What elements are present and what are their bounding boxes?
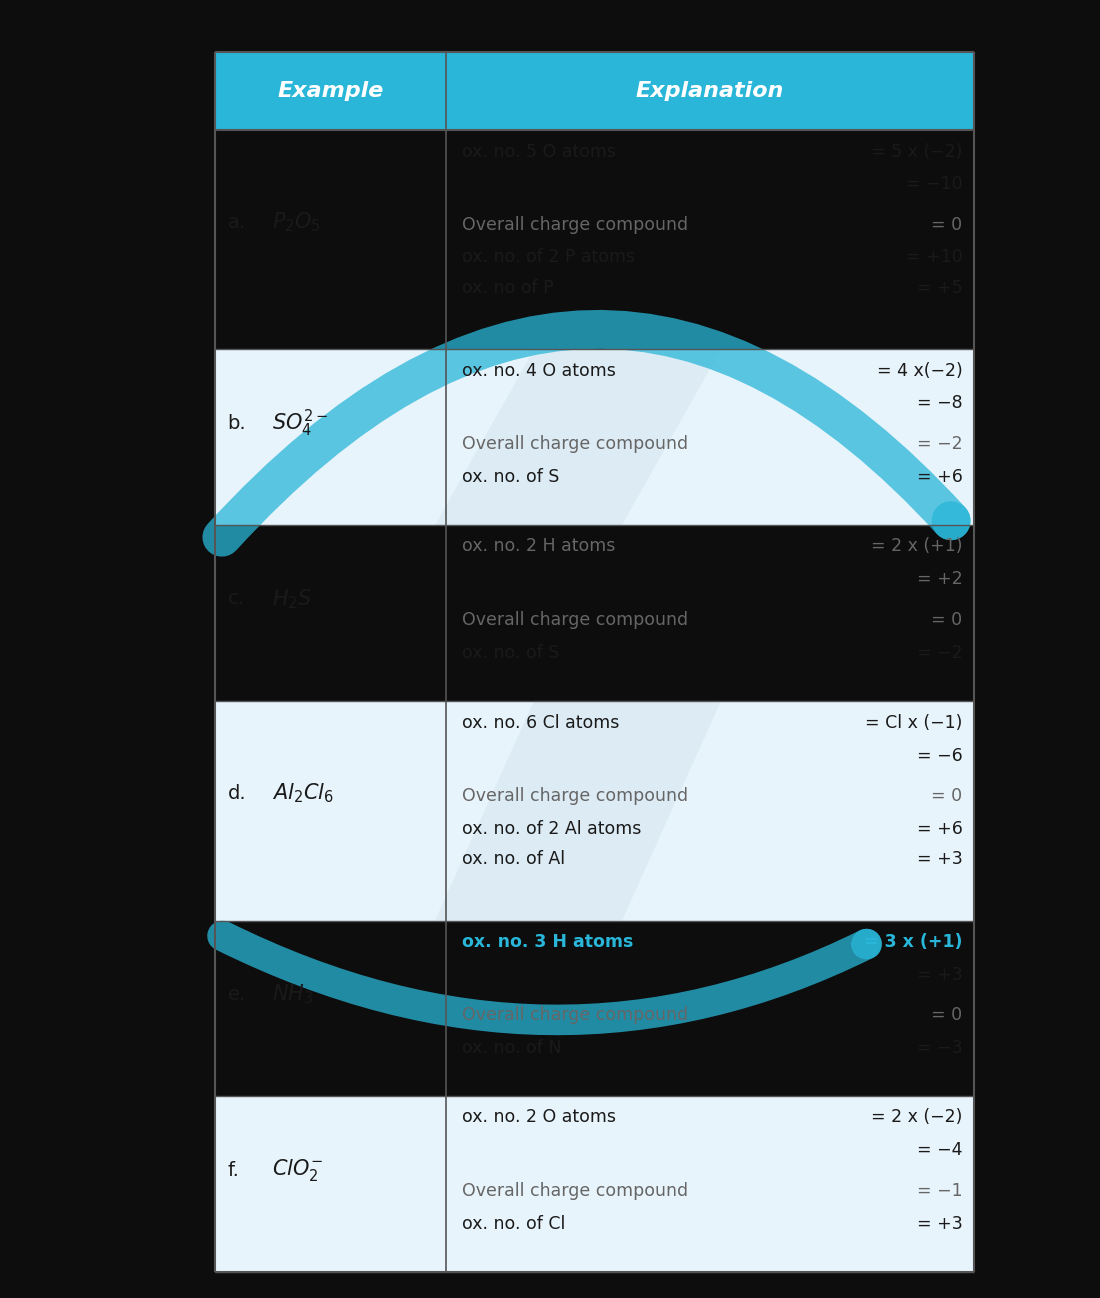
- Text: ox. no. 2 O atoms: ox. no. 2 O atoms: [462, 1108, 616, 1127]
- FancyArrowPatch shape: [222, 330, 952, 537]
- Bar: [214, 349, 973, 526]
- Text: ox. no. of Cl: ox. no. of Cl: [462, 1215, 565, 1233]
- Text: Explanation: Explanation: [636, 80, 784, 101]
- Text: = −2: = −2: [917, 644, 962, 662]
- Text: $SO_4^{2-}$: $SO_4^{2-}$: [272, 408, 328, 439]
- Bar: [214, 920, 973, 1097]
- Text: = 2 x (+1): = 2 x (+1): [871, 537, 962, 556]
- Text: ox. no. 5 O atoms: ox. no. 5 O atoms: [462, 143, 616, 161]
- Text: = +2: = +2: [916, 570, 962, 588]
- Text: = −1: = −1: [917, 1182, 962, 1199]
- Text: = 0: = 0: [932, 787, 962, 805]
- Bar: [214, 1097, 973, 1272]
- Polygon shape: [434, 349, 720, 526]
- Text: = 2 x (−2): = 2 x (−2): [871, 1108, 962, 1127]
- Text: = −3: = −3: [917, 1038, 962, 1057]
- Text: = +3: = +3: [916, 1215, 962, 1233]
- Text: ox. no. 3 H atoms: ox. no. 3 H atoms: [462, 933, 634, 950]
- Text: = 0: = 0: [932, 215, 962, 234]
- Text: Overall charge compound: Overall charge compound: [462, 215, 689, 234]
- Text: = +5: = +5: [916, 279, 962, 297]
- Text: $P_2O_5$: $P_2O_5$: [272, 210, 320, 234]
- Text: = 5 x (−2): = 5 x (−2): [871, 143, 962, 161]
- Text: = +3: = +3: [916, 966, 962, 984]
- Bar: [214, 526, 973, 701]
- Bar: [214, 52, 973, 130]
- Text: $ClO_2^{-}$: $ClO_2^{-}$: [272, 1157, 322, 1182]
- Text: $NH_3$: $NH_3$: [272, 983, 313, 1006]
- Text: ox. no. of Al: ox. no. of Al: [462, 850, 565, 868]
- Text: Overall charge compound: Overall charge compound: [462, 611, 689, 628]
- Polygon shape: [434, 701, 720, 920]
- Text: b.: b.: [228, 414, 246, 432]
- Text: ox. no. of 2 P atoms: ox. no. of 2 P atoms: [462, 248, 636, 266]
- Text: e.: e.: [228, 985, 246, 1003]
- Text: ox. no. of S: ox. no. of S: [462, 467, 560, 485]
- Text: = +6: = +6: [916, 819, 962, 837]
- Text: Example: Example: [277, 80, 384, 101]
- Text: $H_2S$: $H_2S$: [272, 587, 312, 611]
- Text: = 4 x(−2): = 4 x(−2): [877, 362, 962, 379]
- Text: = −10: = −10: [906, 175, 962, 193]
- Text: = 3 x (+1): = 3 x (+1): [864, 933, 962, 950]
- Text: ox. no. of S: ox. no. of S: [462, 644, 560, 662]
- Text: ox. no. 4 O atoms: ox. no. 4 O atoms: [462, 362, 616, 379]
- Text: ox. no. 2 H atoms: ox. no. 2 H atoms: [462, 537, 616, 556]
- Text: = +3: = +3: [916, 850, 962, 868]
- Text: Overall charge compound: Overall charge compound: [462, 1182, 689, 1199]
- Text: = 0: = 0: [932, 611, 962, 628]
- Text: a.: a.: [228, 213, 245, 231]
- Text: = +6: = +6: [916, 467, 962, 485]
- Text: = 0: = 0: [932, 1006, 962, 1024]
- Text: ox. no. 6 Cl atoms: ox. no. 6 Cl atoms: [462, 714, 620, 732]
- Text: ox. no of P: ox. no of P: [462, 279, 554, 297]
- Text: Overall charge compound: Overall charge compound: [462, 787, 689, 805]
- Text: = +10: = +10: [905, 248, 962, 266]
- Text: Overall charge compound: Overall charge compound: [462, 435, 689, 453]
- Text: c.: c.: [228, 589, 244, 609]
- Text: ox. no. of N: ox. no. of N: [462, 1038, 562, 1057]
- Text: = −6: = −6: [916, 746, 962, 765]
- Text: $Al_2Cl_6$: $Al_2Cl_6$: [272, 781, 333, 805]
- Text: d.: d.: [228, 784, 246, 802]
- Text: ox. no. of 2 Al atoms: ox. no. of 2 Al atoms: [462, 819, 642, 837]
- Bar: [214, 130, 973, 349]
- Text: Overall charge compound: Overall charge compound: [462, 1006, 689, 1024]
- Text: = −8: = −8: [917, 395, 962, 413]
- Text: = −4: = −4: [917, 1141, 962, 1159]
- FancyArrowPatch shape: [222, 936, 867, 1020]
- Text: = Cl x (−1): = Cl x (−1): [865, 714, 962, 732]
- Bar: [214, 701, 973, 920]
- Text: f.: f.: [228, 1160, 240, 1180]
- Text: = −2: = −2: [917, 435, 962, 453]
